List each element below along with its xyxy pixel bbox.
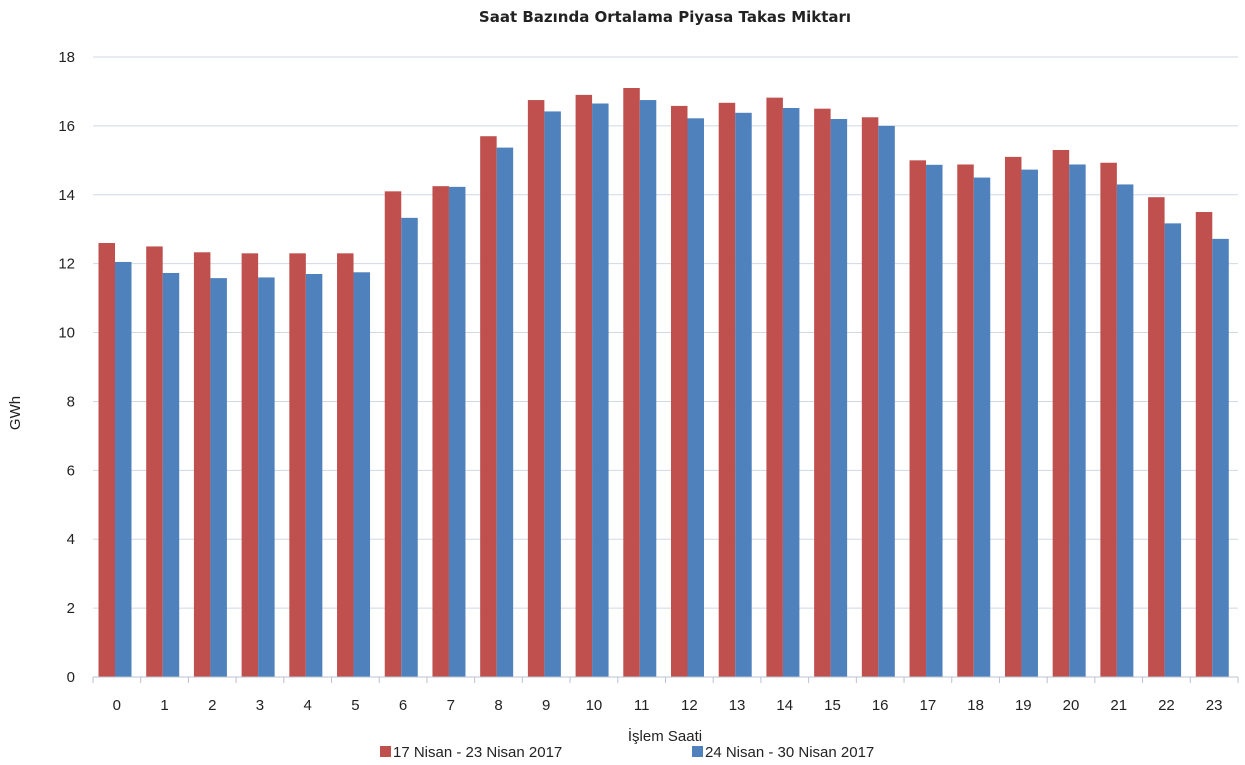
bar-series-2-hour-18	[973, 177, 991, 678]
legend: 17 Nisan - 23 Nisan 2017 24 Nisan - 30 Ni…	[380, 744, 874, 761]
bars	[98, 88, 1229, 678]
x-tick-label: 18	[967, 697, 984, 714]
bar-series-1-hour-2	[193, 252, 211, 678]
x-tick-label: 19	[1015, 697, 1032, 714]
x-tick-label: 10	[586, 697, 603, 714]
x-tick-label: 20	[1063, 697, 1080, 714]
bar-series-2-hour-19	[1021, 169, 1038, 677]
bar-series-2-hour-8	[496, 147, 514, 678]
bar-series-1-hour-18	[957, 164, 974, 677]
bar-series-1-hour-16	[861, 117, 879, 678]
x-tick-label: 3	[256, 697, 264, 714]
x-tick-label: 13	[729, 697, 746, 714]
x-tick-label: 22	[1158, 697, 1175, 714]
x-tick-label: 8	[494, 697, 502, 714]
bar-series-1-hour-0	[98, 243, 115, 677]
bar-series-1-hour-19	[1004, 156, 1022, 677]
y-tick-labels: 0 2 4 6 8 10 12 14 16 18	[58, 49, 75, 686]
bar-series-2-hour-11	[639, 100, 657, 678]
x-tick-labels: 0 1 2 3 4 5 6 7 8 9 10 11 12 13 14 15 16 17 18 19 20 21 22 23	[113, 697, 1223, 714]
x-tick-label: 17	[920, 697, 937, 714]
y-tick-label: 14	[58, 187, 75, 204]
x-tick-label: 7	[447, 697, 455, 714]
bar-series-2-hour-2	[210, 278, 227, 677]
bar-series-2-hour-0	[115, 261, 132, 677]
bar-series-2-hour-20	[1069, 164, 1086, 677]
bar-series-1-hour-8	[480, 136, 497, 677]
x-tick-label: 9	[542, 697, 550, 714]
bar-series-2-hour-3	[258, 277, 275, 677]
bar-series-1-hour-9	[527, 100, 545, 678]
bar-series-2-hour-17	[926, 164, 943, 678]
bar-series-1-hour-7	[432, 186, 449, 677]
bar-series-1-hour-15	[814, 108, 831, 677]
x-tick-label: 23	[1206, 697, 1223, 714]
grid-lines	[93, 56, 1238, 609]
bar-series-1-hour-14	[766, 97, 783, 677]
y-tick-label: 6	[67, 462, 75, 479]
y-tick-label: 10	[58, 325, 75, 342]
bar-series-2-hour-10	[592, 103, 609, 677]
bar-series-2-hour-7	[448, 186, 466, 677]
bar-series-1-hour-13	[718, 102, 736, 678]
y-tick-label: 8	[67, 393, 75, 410]
x-tick-label: 6	[399, 697, 407, 714]
bar-series-2-hour-13	[735, 112, 752, 678]
y-tick-label: 18	[58, 49, 75, 66]
bar-series-2-hour-21	[1116, 184, 1134, 677]
bar-series-1-hour-4	[289, 253, 306, 678]
bar-series-2-hour-22	[1164, 223, 1182, 677]
bar-series-1-hour-10	[575, 94, 593, 677]
x-tick-label: 11	[634, 697, 650, 714]
y-tick-label: 0	[67, 669, 75, 686]
bar-series-2-hour-9	[544, 111, 561, 677]
y-tick-label: 16	[58, 118, 75, 135]
legend-swatch-1	[380, 746, 391, 757]
y-axis-label: GWh	[7, 396, 24, 430]
bar-series-2-hour-15	[830, 119, 848, 677]
x-tick-label: 2	[208, 697, 216, 714]
bar-series-1-hour-22	[1148, 197, 1165, 677]
y-tick-label: 12	[58, 256, 75, 273]
bar-series-2-hour-1	[162, 272, 180, 677]
bar-series-2-hour-16	[878, 125, 895, 677]
bar-series-1-hour-12	[671, 105, 688, 677]
bar-series-1-hour-20	[1052, 150, 1070, 677]
bar-series-1-hour-1	[146, 246, 163, 677]
x-tick-label: 4	[304, 697, 312, 714]
bar-series-2-hour-4	[305, 274, 323, 677]
bar-series-2-hour-5	[353, 272, 371, 677]
x-tick-label: 12	[681, 697, 698, 714]
legend-label-2: 24 Nisan - 30 Nisan 2017	[705, 744, 874, 761]
x-tick-label: 21	[1110, 697, 1127, 714]
x-tick-label: 15	[824, 697, 841, 714]
bar-series-1-hour-3	[241, 253, 259, 678]
chart-title: Saat Bazında Ortalama Piyasa Takas Mikta…	[479, 8, 851, 26]
bar-series-1-hour-5	[337, 253, 354, 678]
x-tick-label: 5	[351, 697, 359, 714]
bar-series-1-hour-6	[384, 191, 402, 678]
bar-series-1-hour-17	[909, 160, 927, 678]
bar-series-2-hour-23	[1212, 238, 1229, 677]
x-axis-label: İşlem Saati	[628, 727, 702, 745]
x-tick-label: 0	[113, 697, 121, 714]
legend-label-1: 17 Nisan - 23 Nisan 2017	[393, 744, 562, 761]
x-tick-label: 14	[776, 697, 793, 714]
bar-series-1-hour-21	[1100, 162, 1117, 677]
axes	[92, 676, 1239, 683]
x-tick-label: 16	[872, 697, 889, 714]
bar-series-2-hour-14	[782, 107, 800, 677]
bar-series-2-hour-12	[687, 118, 704, 678]
bar-series-1-hour-23	[1195, 212, 1213, 677]
y-tick-label: 2	[67, 600, 75, 617]
x-tick-label: 1	[160, 697, 168, 714]
bar-series-2-hour-6	[401, 217, 418, 677]
y-tick-label: 4	[67, 531, 75, 548]
legend-swatch-2	[692, 746, 703, 757]
bar-series-1-hour-11	[623, 88, 640, 677]
